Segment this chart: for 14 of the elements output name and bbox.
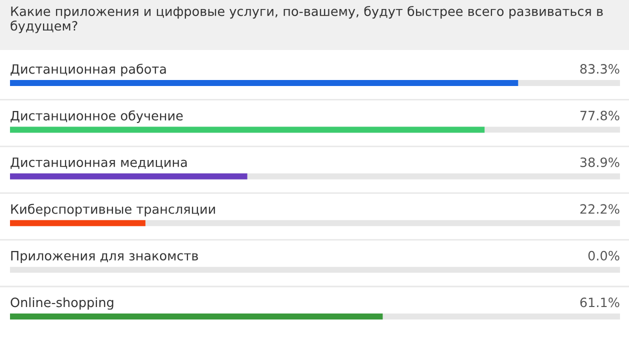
- y-tick-label: Приложения для знакомств: [11, 251, 198, 263]
- chart-title: Какие приложения и цифровые услуги, по-вашему, будут быстрее всего развиваться в будущем?: [10, 6, 603, 34]
- y-tick-label: Дистанционная работа: [10, 64, 166, 76]
- data-label: 38.9%: [580, 157, 620, 168]
- bar: [10, 220, 146, 226]
- y-tick-label: Киберспортивные трансляции: [11, 204, 215, 216]
- data-label: 22.2%: [580, 204, 620, 214]
- y-tick-label: Online-shopping: [10, 297, 114, 310]
- y-tick-label: Дистанционная медицина: [10, 158, 187, 169]
- data-label: 61.1%: [580, 298, 620, 308]
- data-label: 0.0%: [588, 250, 620, 261]
- data-label: 77.8%: [580, 110, 620, 120]
- y-tick-label: Дистанционное обучение: [10, 110, 183, 123]
- data-label: 83.3%: [580, 64, 620, 74]
